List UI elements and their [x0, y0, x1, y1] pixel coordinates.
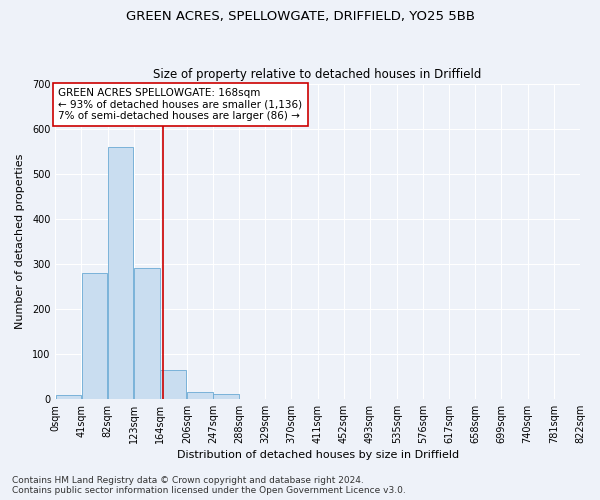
Bar	[160, 370, 186, 399]
Bar	[213, 394, 239, 399]
Bar	[134, 268, 160, 399]
Y-axis label: Number of detached properties: Number of detached properties	[15, 154, 25, 329]
Bar	[187, 392, 212, 399]
Bar	[108, 146, 133, 399]
Text: GREEN ACRES SPELLOWGATE: 168sqm
← 93% of detached houses are smaller (1,136)
7% : GREEN ACRES SPELLOWGATE: 168sqm ← 93% of…	[58, 88, 302, 122]
Bar	[82, 272, 107, 399]
Text: GREEN ACRES, SPELLOWGATE, DRIFFIELD, YO25 5BB: GREEN ACRES, SPELLOWGATE, DRIFFIELD, YO2…	[125, 10, 475, 23]
Bar	[56, 395, 81, 399]
X-axis label: Distribution of detached houses by size in Driffield: Distribution of detached houses by size …	[176, 450, 459, 460]
Title: Size of property relative to detached houses in Driffield: Size of property relative to detached ho…	[154, 68, 482, 81]
Text: Contains HM Land Registry data © Crown copyright and database right 2024.
Contai: Contains HM Land Registry data © Crown c…	[12, 476, 406, 495]
